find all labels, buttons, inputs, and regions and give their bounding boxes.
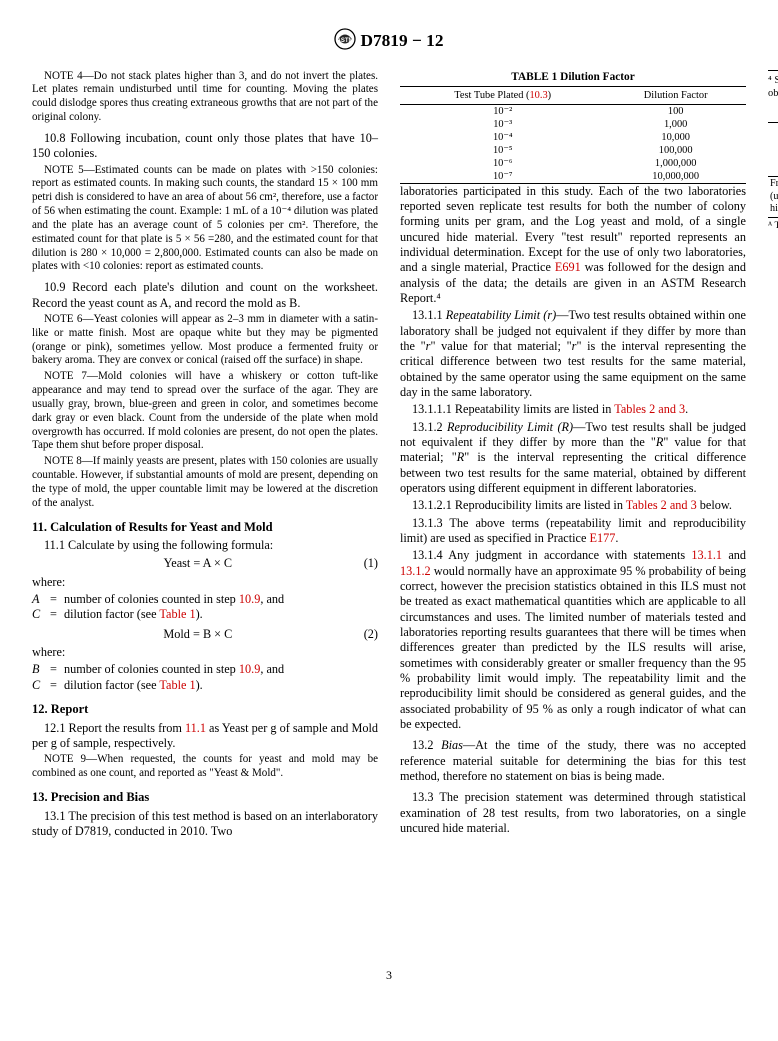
table-row: 10⁻⁶1,000,000 xyxy=(400,157,746,170)
para-11-1: 11.1 Calculate by using the following fo… xyxy=(32,538,378,553)
t1-body: 10⁻²10010⁻³1,00010⁻⁴10,00010⁻⁵100,00010⁻… xyxy=(400,104,746,183)
xref-table1b[interactable]: Table 1 xyxy=(159,678,195,692)
page-number: 3 xyxy=(32,968,746,983)
para-13-1-1-1: 13.1.1.1 Repeatability limits are listed… xyxy=(400,402,746,417)
para-13-1-3: 13.1.3 The above terms (repeatability li… xyxy=(400,516,746,547)
para-13-1-1: 13.1.1 Repeatability Limit (r)—Two test … xyxy=(400,308,746,400)
content-columns: NOTE 4—Do not stack plates higher than 3… xyxy=(32,70,746,950)
xref-10-3[interactable]: 10.3 xyxy=(529,90,547,101)
where-2: where: xyxy=(32,645,378,660)
para-10-9: 10.9 Record each plate's dilution and co… xyxy=(32,280,378,311)
eq1-num: (1) xyxy=(364,556,378,571)
table-1-title: TABLE 1 Dilution Factor xyxy=(400,70,746,84)
def-C2: dilution factor (see Table 1). xyxy=(64,678,203,693)
xref-e177[interactable]: E177 xyxy=(589,531,615,545)
table-row: 10⁻³1,000 xyxy=(400,118,746,131)
table-2: Avgᴬ Repeatability Standard Deviation Re… xyxy=(768,122,778,218)
note-6: NOTE 6—Yeast colonies will appear as 2–3… xyxy=(32,313,378,368)
t1-h2: Dilution Factor xyxy=(605,86,746,104)
para-13-1-2: 13.1.2 Reproducibility Limit (R)—Two tes… xyxy=(400,420,746,497)
page-header: ASTM D7819 − 12 xyxy=(32,28,746,56)
note-8: NOTE 8—If mainly yeasts are present, pla… xyxy=(32,455,378,510)
table-1-block: TABLE 1 Dilution Factor Test Tube Plated… xyxy=(400,70,746,184)
xref-tables-2-3a[interactable]: Tables 2 and 3 xyxy=(614,402,685,416)
note-4: NOTE 4—Do not stack plates higher than 3… xyxy=(32,70,378,125)
xref-tables-2-3b[interactable]: Tables 2 and 3 xyxy=(626,498,697,512)
equation-2: Mold = B × C (2) xyxy=(32,627,378,642)
para-10-8: 10.8 Following incubation, count only th… xyxy=(32,131,378,162)
xref-table1a[interactable]: Table 1 xyxy=(159,607,195,621)
note-5: NOTE 5—Estimated counts can be made on p… xyxy=(32,164,378,275)
table-1: Test Tube Plated (10.3) Dilution Factor … xyxy=(400,86,746,184)
eq2-body: Mold = B × C xyxy=(163,627,232,641)
def-list-2: B=number of colonies counted in step 10.… xyxy=(32,662,378,693)
astm-logo: ASTM xyxy=(334,28,356,56)
def-C1: dilution factor (see Table 1). xyxy=(64,607,203,622)
para-13-1-4: 13.1.4 Any judgment in accordance with s… xyxy=(400,548,746,732)
section-13-title: 13. Precision and Bias xyxy=(32,790,378,806)
xref-e691[interactable]: E691 xyxy=(555,260,581,274)
para-13-2: 13.2 Bias—At the time of the study, ther… xyxy=(400,738,746,784)
footnote-4: ⁴ Supporting data have been filed at AST… xyxy=(768,70,778,100)
t2-row: Fresh (uncured) hide 68643 14807 15379 4… xyxy=(768,177,778,218)
t1-h1: Test Tube Plated (10.3) xyxy=(400,86,605,104)
note-9: NOTE 9—When requested, the counts for ye… xyxy=(32,753,378,781)
eq1-body: Yeast = A × C xyxy=(164,556,232,570)
table-2-foot: ᴬ The average of the laboratories' calcu… xyxy=(768,220,778,232)
table-row: 10⁻⁴10,000 xyxy=(400,131,746,144)
para-12-1: 12.1 Report the results from 11.1 as Yea… xyxy=(32,721,378,752)
svg-text:ASTM: ASTM xyxy=(337,38,354,44)
para-13-3: 13.3 The precision statement was determi… xyxy=(400,790,746,836)
table-row: 10⁻⁷10,000,000 xyxy=(400,170,746,184)
table-row: 10⁻⁵100,000 xyxy=(400,144,746,157)
para-13-1b: laboratories participated in this study.… xyxy=(400,184,746,307)
def-B: number of colonies counted in step 10.9,… xyxy=(64,662,284,677)
def-A: number of colonies counted in step 10.9,… xyxy=(64,592,284,607)
section-12-title: 12. Report xyxy=(32,702,378,718)
xref-11-1[interactable]: 11.1 xyxy=(185,721,206,735)
designation: D7819 − 12 xyxy=(360,31,443,50)
xref-13-1-2[interactable]: 13.1.2 xyxy=(400,564,431,578)
para-13-1a: 13.1 The precision of this test method i… xyxy=(32,809,378,840)
xref-10-9b[interactable]: 10.9 xyxy=(239,662,260,676)
note-7: NOTE 7—Mold colonies will have a whisker… xyxy=(32,370,378,453)
xref-10-9a[interactable]: 10.9 xyxy=(239,592,260,606)
section-11-title: 11. Calculation of Results for Yeast and… xyxy=(32,520,378,536)
equation-1: Yeast = A × C (1) xyxy=(32,556,378,571)
table-row: 10⁻²100 xyxy=(400,104,746,118)
eq2-num: (2) xyxy=(364,627,378,642)
footnote-table2-block: ⁴ Supporting data have been filed at AST… xyxy=(768,70,778,233)
where-1: where: xyxy=(32,575,378,590)
xref-13-1-1[interactable]: 13.1.1 xyxy=(691,548,722,562)
def-list-1: A=number of colonies counted in step 10.… xyxy=(32,592,378,623)
table-2-title: TABLE 2 Colony Forming Units per gram xyxy=(768,106,778,120)
para-13-1-2-1: 13.1.2.1 Reproducibility limits are list… xyxy=(400,498,746,513)
